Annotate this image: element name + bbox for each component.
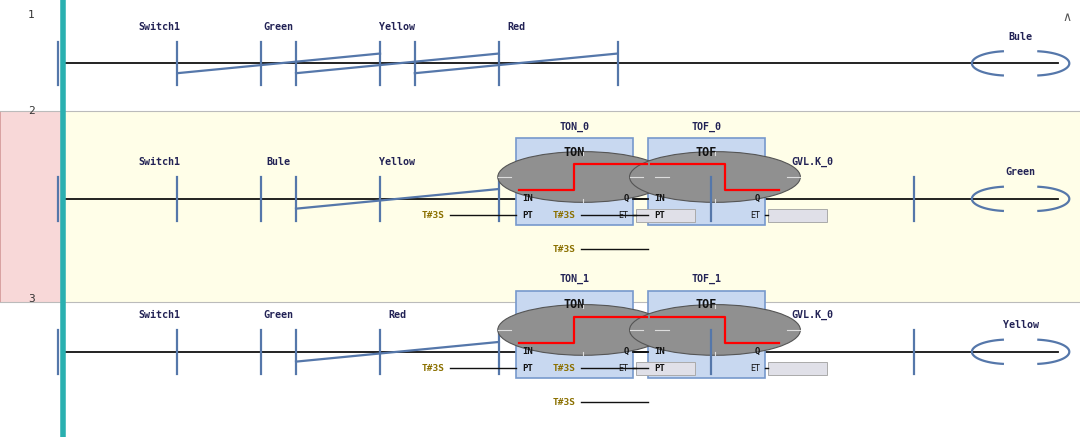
Text: Bule: Bule <box>1009 31 1032 42</box>
Bar <box>768 209 826 222</box>
Text: ET: ET <box>751 364 760 373</box>
Text: 2: 2 <box>28 107 35 116</box>
Text: PT: PT <box>523 364 534 373</box>
Text: ∧: ∧ <box>1063 11 1071 24</box>
Text: TOF: TOF <box>696 298 717 312</box>
Bar <box>516 138 633 225</box>
Text: Yellow: Yellow <box>1002 320 1039 330</box>
Text: TON_0: TON_0 <box>559 121 590 132</box>
Text: Bule: Bule <box>267 157 291 167</box>
Text: TON: TON <box>564 298 585 312</box>
Text: Yellow: Yellow <box>379 157 416 167</box>
Text: ET: ET <box>751 211 760 220</box>
Text: Q: Q <box>755 347 760 356</box>
Text: Switch1: Switch1 <box>139 22 180 32</box>
Text: TOF: TOF <box>696 146 717 159</box>
Bar <box>648 138 765 225</box>
Ellipse shape <box>498 305 669 355</box>
Bar <box>636 209 694 222</box>
Text: TOF_0: TOF_0 <box>691 121 721 132</box>
Text: GVL.K_0: GVL.K_0 <box>792 157 833 167</box>
Text: TON: TON <box>564 146 585 159</box>
Bar <box>768 362 826 375</box>
Text: 1: 1 <box>28 10 35 20</box>
Text: T#3S: T#3S <box>553 211 576 220</box>
Bar <box>0 111 63 302</box>
Text: TON_1: TON_1 <box>559 274 590 284</box>
Text: Green: Green <box>264 22 294 32</box>
Text: PT: PT <box>523 211 534 220</box>
Bar <box>636 362 694 375</box>
Text: T#3S: T#3S <box>553 245 576 253</box>
Text: IN: IN <box>523 194 534 203</box>
Text: IN: IN <box>654 347 665 356</box>
Text: GVL.K_0: GVL.K_0 <box>792 310 833 320</box>
Text: Red: Red <box>508 22 525 32</box>
Text: Red: Red <box>389 310 406 320</box>
Text: ET: ET <box>619 364 629 373</box>
Text: Switch1: Switch1 <box>139 310 180 320</box>
Text: TOF_1: TOF_1 <box>691 274 721 284</box>
Text: T#3S: T#3S <box>553 398 576 406</box>
Text: IN: IN <box>523 347 534 356</box>
Text: T#3S: T#3S <box>421 211 444 220</box>
Text: PT: PT <box>654 364 665 373</box>
Ellipse shape <box>630 305 800 355</box>
Text: Q: Q <box>623 347 629 356</box>
Bar <box>63 111 1080 302</box>
Text: IN: IN <box>654 194 665 203</box>
Text: Green: Green <box>1005 167 1036 177</box>
Text: PT: PT <box>654 211 665 220</box>
Text: T#3S: T#3S <box>421 364 444 373</box>
Text: Q: Q <box>755 194 760 203</box>
Text: Q: Q <box>623 194 629 203</box>
Bar <box>648 291 765 378</box>
Text: 3: 3 <box>28 295 35 304</box>
Ellipse shape <box>498 152 669 202</box>
Ellipse shape <box>630 152 800 202</box>
Text: Green: Green <box>264 310 294 320</box>
Text: T#3S: T#3S <box>553 364 576 373</box>
Text: ET: ET <box>619 211 629 220</box>
Bar <box>516 291 633 378</box>
Text: Switch1: Switch1 <box>139 157 180 167</box>
Text: Yellow: Yellow <box>379 22 416 32</box>
